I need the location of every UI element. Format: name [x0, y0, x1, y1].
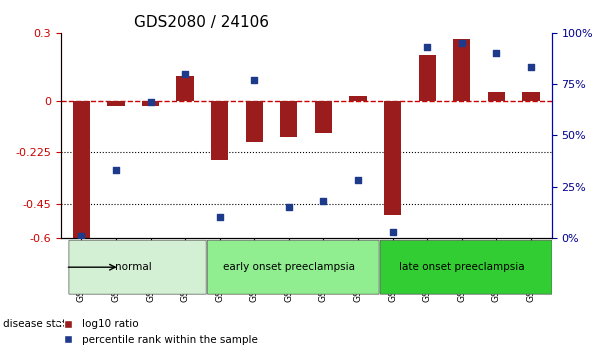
Point	[215, 215, 224, 220]
Point	[457, 40, 466, 46]
FancyBboxPatch shape	[380, 240, 552, 294]
Legend: log10 ratio, percentile rank within the sample: log10 ratio, percentile rank within the …	[54, 315, 262, 349]
Bar	[522, 92, 539, 101]
Point	[111, 167, 121, 173]
Text: early onset preeclampsia: early onset preeclampsia	[223, 262, 355, 272]
Point	[491, 50, 501, 56]
Point	[526, 65, 536, 70]
Point	[319, 198, 328, 204]
Bar	[176, 76, 194, 101]
FancyBboxPatch shape	[69, 240, 206, 294]
Bar	[211, 101, 229, 160]
Bar	[280, 101, 297, 137]
Point	[77, 233, 86, 239]
Bar	[73, 101, 90, 238]
Point	[423, 44, 432, 50]
Point	[284, 204, 294, 210]
Bar	[315, 101, 332, 133]
Text: normal: normal	[115, 262, 151, 272]
Bar	[246, 101, 263, 142]
Bar	[107, 101, 125, 105]
Text: disease state: disease state	[3, 319, 72, 329]
Bar	[384, 101, 401, 215]
Point	[388, 229, 398, 235]
Point	[249, 77, 259, 82]
Point	[146, 99, 156, 105]
Text: GDS2080 / 24106: GDS2080 / 24106	[134, 15, 269, 30]
FancyBboxPatch shape	[207, 240, 379, 294]
Bar	[453, 39, 471, 101]
Bar	[488, 92, 505, 101]
Bar	[418, 55, 436, 101]
Bar	[350, 96, 367, 101]
Point	[180, 71, 190, 76]
Bar	[142, 101, 159, 105]
Text: late onset preeclampsia: late onset preeclampsia	[399, 262, 525, 272]
Point	[353, 178, 363, 183]
